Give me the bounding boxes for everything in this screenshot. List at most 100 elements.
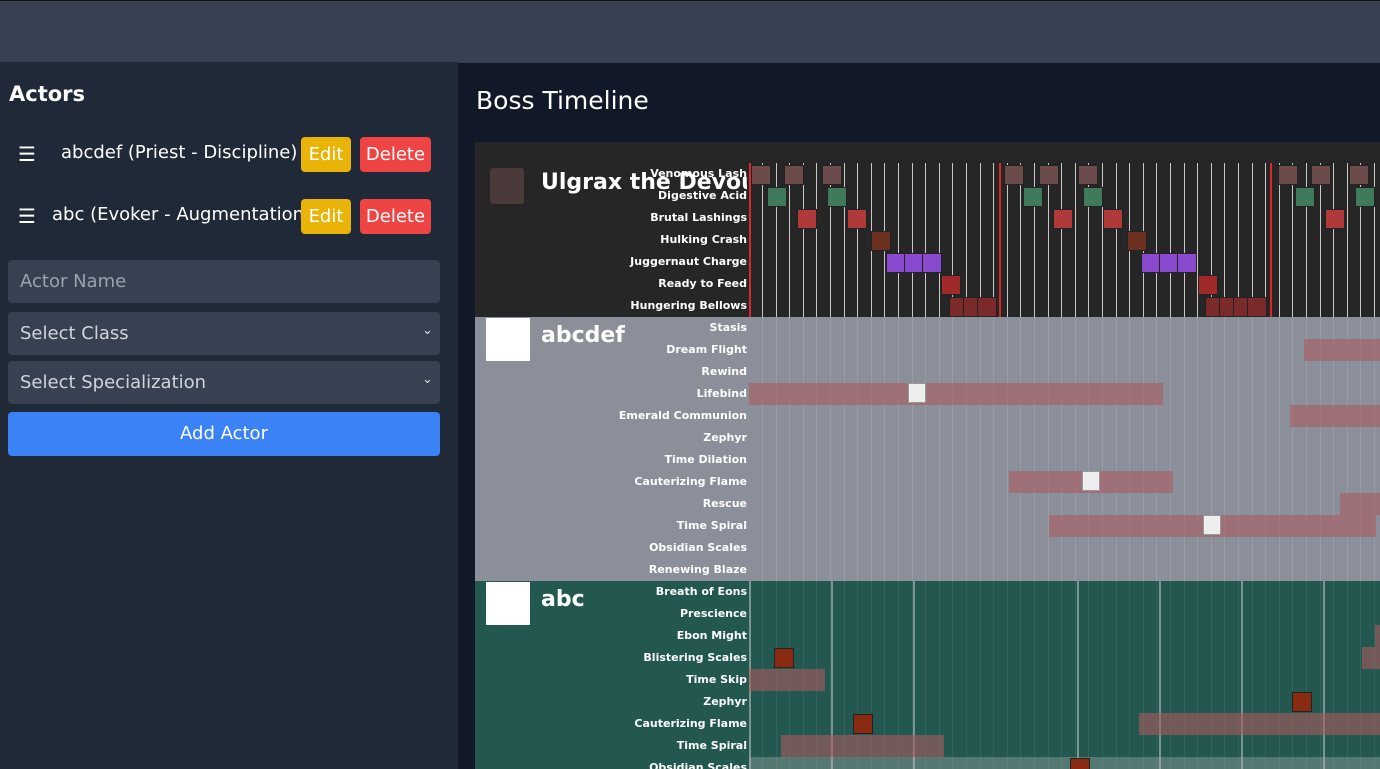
cooldown-bar [749,669,825,691]
grid-line [1006,317,1008,581]
row-label: Zephyr [703,695,747,708]
spec-select[interactable]: Select Specialization [8,361,440,404]
grid-line [1224,581,1226,769]
drag-handle[interactable]: ☰ [18,204,36,228]
cooldown-bar [749,757,1380,769]
grid-line [911,317,913,581]
grid-line [1077,581,1079,769]
grid-line [1115,581,1117,769]
broken-icon [1203,515,1221,535]
ability-icon [922,253,942,273]
grid-line [1360,163,1362,317]
ability-icon [774,648,794,668]
row-label: Cauterizing Flame [634,475,747,488]
grid-line [952,163,954,317]
grid-line [1319,581,1321,769]
grid-line [1265,317,1267,581]
cooldown-bar [1362,647,1380,669]
grid-line [1278,581,1280,769]
grid-line [1346,163,1348,317]
ability-icon [871,231,891,251]
edit-button[interactable]: Edit [301,199,351,234]
actor-label: abc (Evoker - Augmentation) [52,204,312,225]
grid-line [1374,581,1375,769]
grid-line [1319,163,1321,317]
phase-line [749,163,751,317]
grid-line [1374,317,1375,581]
grid-line [1292,163,1294,317]
grid-line [1251,317,1253,581]
ability-icon [797,209,817,229]
grid-line [843,317,845,581]
row-label: Hulking Crash [660,233,747,246]
grid-line [925,317,927,581]
section-name: Ulgrax the Devourer [541,170,747,195]
grid-line [802,163,804,317]
cooldown-bar [1375,625,1380,647]
broken-icon [1082,471,1100,491]
drag-handle[interactable]: ☰ [18,142,36,166]
grid-line [1360,317,1362,581]
row-label: Cauterizing Flame [634,717,747,730]
grid-line [1102,317,1103,581]
grid-line [938,163,940,317]
grid-line [1333,317,1335,581]
chevron: ⌄ [422,372,433,387]
grid-line [1088,581,1090,769]
row-label: Ready to Feed [658,277,747,290]
grid-line [1034,581,1035,769]
grid-line [1224,163,1226,317]
grid-line [1197,163,1199,317]
grid-line [966,581,967,769]
grid-line [1210,317,1212,581]
edit-button[interactable]: Edit [301,137,351,172]
add-actor-button[interactable]: Add Actor [8,412,440,456]
grid-line [1292,581,1294,769]
cooldown-bar [1304,339,1380,361]
actor-icon [486,582,530,625]
grid-line [830,581,831,769]
class-select[interactable]: Select Class [8,312,440,355]
sidebar-title: Actors [9,82,86,106]
grid-line [1346,581,1348,769]
cooldown-bar [1139,713,1380,735]
ability-icon [853,714,873,734]
section-name: abc [541,587,585,612]
delete-button[interactable]: Delete [360,199,431,234]
grid-line [1115,163,1117,317]
grid-line [1238,581,1239,769]
ability-icon [1311,165,1331,185]
grid-line [1170,581,1171,769]
grid-line [1102,581,1103,769]
ability-icon [1083,187,1103,207]
grid-line [1265,163,1267,317]
grid-line [775,317,777,581]
grid-line [816,317,818,581]
grid-line [1061,317,1063,581]
grid-line [1006,163,1008,317]
grid-line [979,317,981,581]
grid-line [925,581,927,769]
actor-name-input[interactable]: Actor Name [8,260,440,303]
grid-line [843,581,845,769]
grid-line [1156,581,1158,769]
grid-line [1156,317,1158,581]
ability-icon [822,165,842,185]
grid-line [831,581,833,769]
ability-icon [1349,165,1369,185]
ability-icon [1103,209,1123,229]
grid-line [1360,581,1362,769]
actor-label: abcdef (Priest - Discipline) [61,142,298,163]
section-name: abcdef [541,323,625,348]
grid-line [830,317,831,581]
broken-icon [908,383,926,403]
grid-line [1074,581,1076,769]
delete-button[interactable]: Delete [360,137,431,172]
top-bar [0,0,1380,63]
grid-line [1142,581,1144,769]
grid-line [816,163,818,317]
grid-line [1034,163,1035,317]
grid-line [884,581,886,769]
grid-line [1020,581,1022,769]
grid-line [898,163,899,317]
